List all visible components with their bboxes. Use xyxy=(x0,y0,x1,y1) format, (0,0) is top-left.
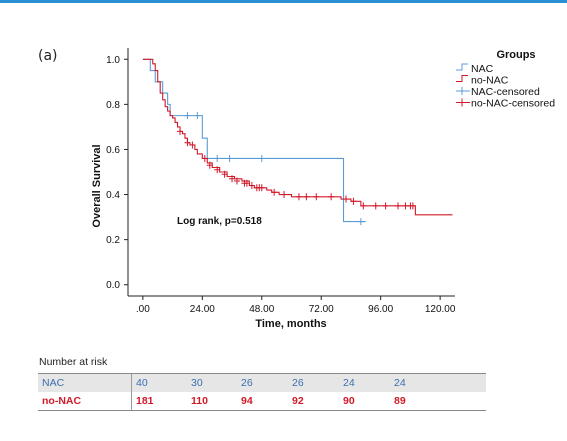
y-tick-label: 0.0 xyxy=(106,280,120,291)
legend-title: Groups xyxy=(496,49,535,61)
risk-cell: 110 xyxy=(191,395,208,407)
risk-row-label: NAC xyxy=(42,377,65,389)
x-tick-label: 72.00 xyxy=(309,304,334,315)
risk-cell: 90 xyxy=(343,395,355,407)
series-layer xyxy=(142,58,453,226)
risk-cell: 89 xyxy=(394,395,406,407)
censor-mark-no-nac xyxy=(372,202,379,210)
legend-entry-label: no-NAC-censored xyxy=(471,98,555,110)
censor-mark-no-nac xyxy=(360,202,367,210)
censor-mark-no-nac xyxy=(382,202,389,210)
censor-mark-no-nac xyxy=(271,188,278,196)
censor-mark-no-nac xyxy=(395,202,402,210)
risk-cell: 181 xyxy=(136,395,154,407)
censor-mark-nac xyxy=(214,154,221,162)
censor-mark-nac xyxy=(226,154,233,162)
censor-mark-no-nac xyxy=(409,202,416,210)
y-tick-label: 0.2 xyxy=(106,235,120,246)
risk-cell: 40 xyxy=(136,377,148,389)
legend-entry-label: NAC-censored xyxy=(471,86,540,98)
censor-mark-no-nac xyxy=(295,193,302,201)
survival-curve-no-nac xyxy=(142,58,453,216)
y-tick-label: 0.8 xyxy=(106,100,120,111)
x-tick-label: 96.00 xyxy=(368,304,393,315)
risk-cell: 26 xyxy=(241,377,253,389)
risk-table-top-rule xyxy=(38,373,486,374)
censor-mark-no-nac xyxy=(206,161,213,169)
risk-cell: 26 xyxy=(292,377,304,389)
legend-entry-label: no-NAC xyxy=(471,75,509,87)
censor-mark-no-nac xyxy=(189,141,196,149)
legend-swatch xyxy=(456,87,470,95)
legend-swatch xyxy=(456,63,468,71)
x-tick-label: 120.00 xyxy=(425,304,456,315)
survival-chart: 0.0 0.2 0.4 0.6 0.8 1.0 .00 24.00 48.00 72.00 96.0… xyxy=(91,48,555,330)
legend-swatch xyxy=(456,75,468,82)
censor-mark-no-nac xyxy=(177,127,184,135)
censor-mark-nac xyxy=(194,112,201,120)
y-tick-label: 0.4 xyxy=(106,190,120,201)
risk-cell: 92 xyxy=(292,395,304,407)
panel-label: (a) xyxy=(38,48,58,64)
y-tick-label: 0.6 xyxy=(106,145,120,156)
censor-mark-nac xyxy=(258,154,265,162)
risk-cell: 24 xyxy=(343,377,355,389)
legend-swatch xyxy=(456,98,470,107)
censor-mark-no-nac xyxy=(303,193,310,201)
risk-row-nac: NAC 40 30 26 26 24 24 xyxy=(38,374,486,392)
log-rank-annotation: Log rank, p=0.518 xyxy=(177,216,262,227)
censor-mark-no-nac xyxy=(201,154,208,162)
censor-mark-no-nac xyxy=(184,139,191,147)
risk-cell: 94 xyxy=(241,395,253,407)
y-tick-label: 1.0 xyxy=(106,55,120,66)
censor-mark-no-nac xyxy=(328,193,335,201)
censor-mark-no-nac xyxy=(214,166,221,174)
risk-cell: 24 xyxy=(394,377,406,389)
censor-mark-no-nac xyxy=(343,195,349,203)
risk-table-title: Number at risk xyxy=(39,356,108,368)
censor-mark-no-nac xyxy=(229,175,236,183)
top-accent-rule xyxy=(0,0,567,3)
risk-table-bottom-rule xyxy=(38,410,486,411)
risk-column-divider xyxy=(131,392,132,410)
x-tick-label: .00 xyxy=(136,304,150,315)
risk-cell: 30 xyxy=(191,377,203,389)
censor-mark-no-nac xyxy=(248,182,255,190)
censor-mark-no-nac xyxy=(234,177,240,185)
x-tick-label: 48.00 xyxy=(249,304,274,315)
censor-mark-no-nac xyxy=(313,193,320,201)
x-axis-label: Time, months xyxy=(255,318,326,330)
risk-row-label: no-NAC xyxy=(42,395,82,407)
censor-mark-no-nac xyxy=(258,184,265,192)
censor-mark-no-nac xyxy=(221,170,228,178)
x-tick-label: 24.00 xyxy=(190,304,215,315)
risk-column-divider xyxy=(131,374,132,392)
legend: GroupsNACno-NACNAC-censoredno-NAC-censor… xyxy=(456,49,555,110)
axes: 0.0 0.2 0.4 0.6 0.8 1.0 .00 24.00 48.00 72.00 96.0… xyxy=(106,48,456,315)
censor-mark-nac xyxy=(184,112,191,120)
censor-mark-nac xyxy=(357,218,364,226)
y-axis-label: Overall Survival xyxy=(91,144,103,227)
censor-mark-no-nac xyxy=(350,197,357,205)
censor-mark-no-nac xyxy=(243,179,250,187)
censor-mark-no-nac xyxy=(281,191,288,199)
legend-entry-label: NAC xyxy=(471,63,494,75)
risk-row-no-nac: no-NAC 181 110 94 92 90 89 xyxy=(38,392,486,410)
